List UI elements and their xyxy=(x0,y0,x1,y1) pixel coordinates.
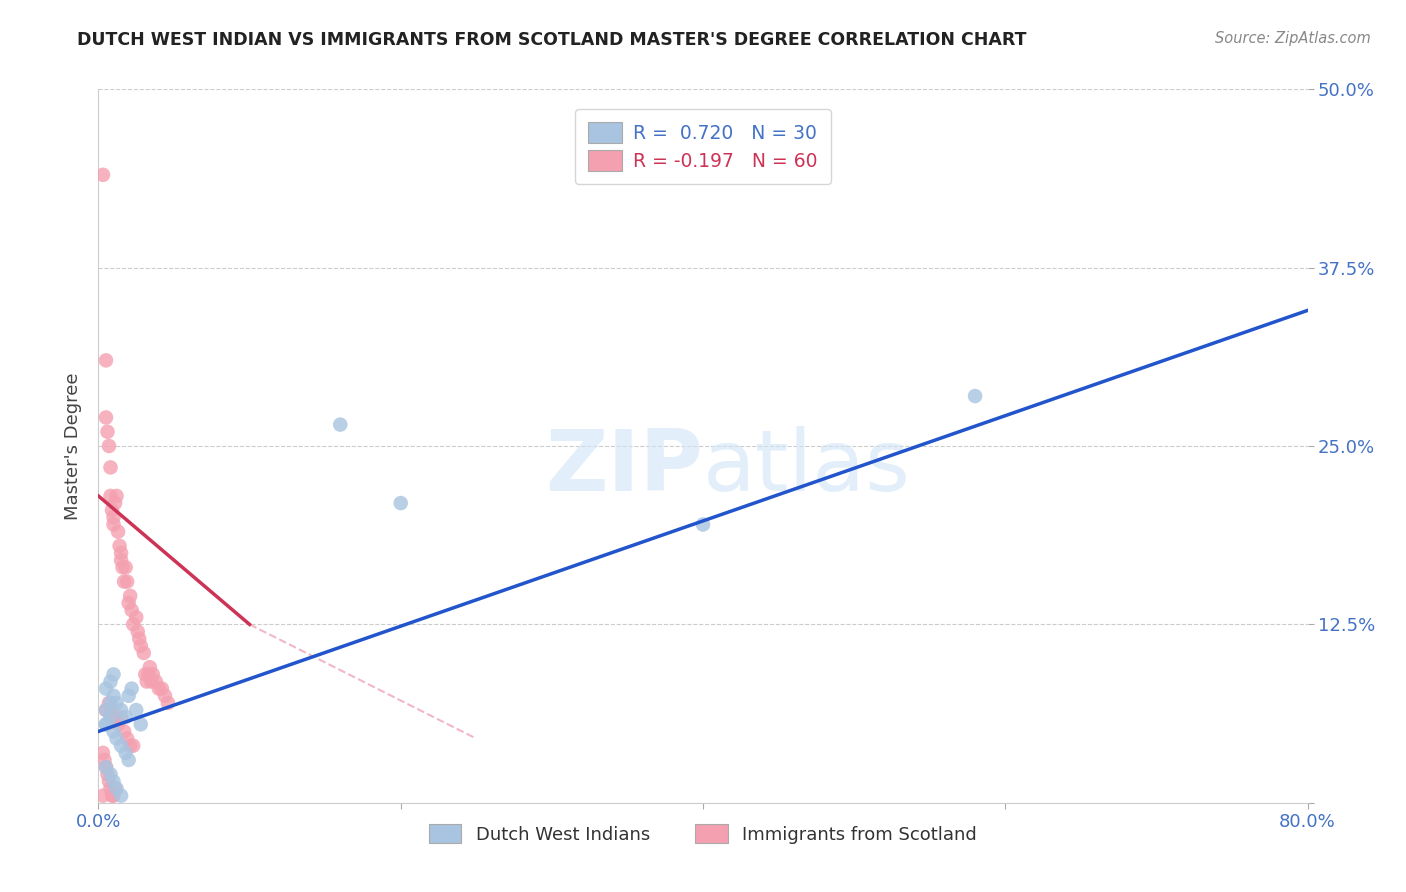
Point xyxy=(94,703,117,717)
Text: atlas: atlas xyxy=(703,425,911,509)
Point xyxy=(100,781,122,796)
Text: ZIP: ZIP xyxy=(546,425,703,509)
Legend: Dutch West Indians, Immigrants from Scotland: Dutch West Indians, Immigrants from Scot… xyxy=(415,809,991,858)
Point xyxy=(93,753,115,767)
Point xyxy=(100,489,122,503)
Point xyxy=(107,717,129,731)
Point xyxy=(103,789,125,803)
Point xyxy=(122,739,145,753)
Point xyxy=(110,739,132,753)
Point xyxy=(115,731,138,746)
Point xyxy=(104,781,127,796)
Point xyxy=(122,617,145,632)
Point xyxy=(100,674,122,689)
Point xyxy=(94,703,117,717)
Point xyxy=(108,539,131,553)
Point xyxy=(692,517,714,532)
Point xyxy=(150,681,173,696)
Text: DUTCH WEST INDIAN VS IMMIGRANTS FROM SCOTLAND MASTER'S DEGREE CORRELATION CHART: DUTCH WEST INDIAN VS IMMIGRANTS FROM SCO… xyxy=(77,31,1026,49)
Point xyxy=(114,746,136,760)
Point xyxy=(94,353,117,368)
Point xyxy=(103,510,125,524)
Point xyxy=(111,560,134,574)
Point xyxy=(129,717,152,731)
Point xyxy=(96,425,118,439)
Point xyxy=(104,710,127,724)
Text: Source: ZipAtlas.com: Source: ZipAtlas.com xyxy=(1215,31,1371,46)
Point xyxy=(101,503,124,517)
Point xyxy=(142,667,165,681)
Point xyxy=(110,789,132,803)
Point xyxy=(94,681,117,696)
Point xyxy=(94,410,117,425)
Point xyxy=(103,689,125,703)
Point xyxy=(125,610,148,624)
Point xyxy=(101,789,124,803)
Point xyxy=(94,717,117,731)
Point xyxy=(329,417,352,432)
Point xyxy=(91,746,114,760)
Point xyxy=(128,632,150,646)
Point xyxy=(118,689,141,703)
Point xyxy=(105,696,128,710)
Point xyxy=(104,496,127,510)
Point xyxy=(103,774,125,789)
Point xyxy=(98,439,121,453)
Point xyxy=(112,574,135,589)
Point xyxy=(100,767,122,781)
Point xyxy=(118,596,141,610)
Point xyxy=(101,703,124,717)
Point xyxy=(114,710,136,724)
Point xyxy=(141,674,163,689)
Point xyxy=(100,696,122,710)
Point xyxy=(134,667,156,681)
Point xyxy=(132,646,155,660)
Point xyxy=(121,681,143,696)
Point xyxy=(100,710,122,724)
Point xyxy=(115,574,138,589)
Point xyxy=(110,710,132,724)
Point xyxy=(120,739,142,753)
Point xyxy=(129,639,152,653)
Point xyxy=(91,168,114,182)
Point xyxy=(94,717,117,731)
Point xyxy=(100,460,122,475)
Point xyxy=(110,553,132,567)
Point xyxy=(110,703,132,717)
Point xyxy=(91,789,114,803)
Point xyxy=(105,731,128,746)
Point xyxy=(112,724,135,739)
Point xyxy=(127,624,149,639)
Point xyxy=(156,696,179,710)
Point xyxy=(103,724,125,739)
Point xyxy=(121,603,143,617)
Point xyxy=(120,589,142,603)
Point xyxy=(98,696,121,710)
Point xyxy=(965,389,987,403)
Point xyxy=(103,667,125,681)
Point xyxy=(103,517,125,532)
Point xyxy=(94,760,117,774)
Point xyxy=(389,496,412,510)
Point xyxy=(136,667,159,681)
Point xyxy=(118,753,141,767)
Point xyxy=(125,703,148,717)
Point xyxy=(148,681,170,696)
Point xyxy=(105,489,128,503)
Point xyxy=(110,546,132,560)
Point xyxy=(153,689,176,703)
Point xyxy=(145,674,167,689)
Point xyxy=(139,660,162,674)
Point xyxy=(105,781,128,796)
Point xyxy=(114,560,136,574)
Point xyxy=(96,767,118,781)
Point xyxy=(107,524,129,539)
Point xyxy=(94,760,117,774)
Y-axis label: Master's Degree: Master's Degree xyxy=(63,372,82,520)
Point xyxy=(98,774,121,789)
Point xyxy=(135,674,157,689)
